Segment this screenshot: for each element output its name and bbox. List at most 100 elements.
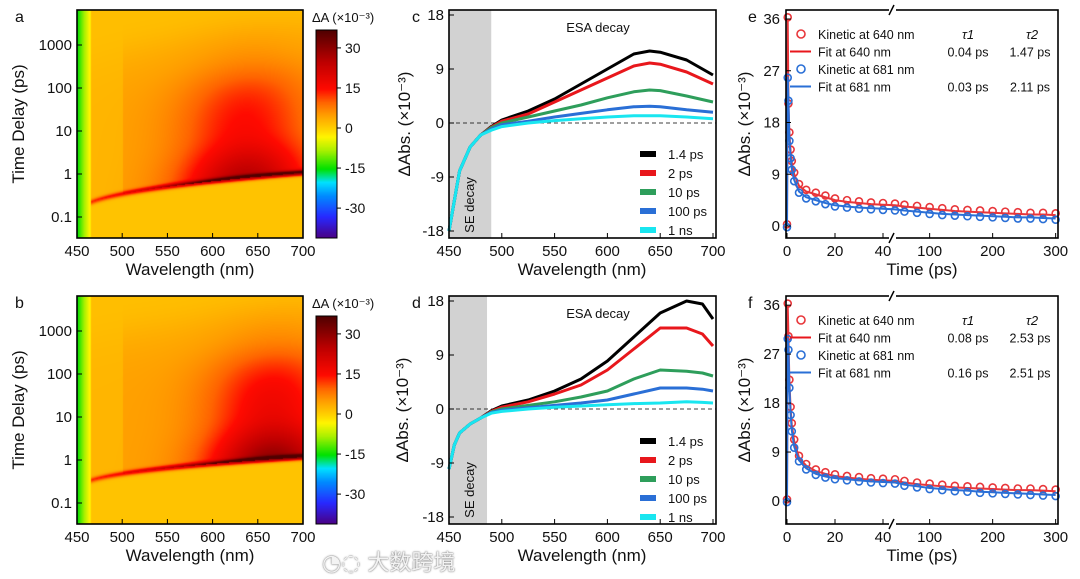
colorbar-a	[316, 30, 337, 238]
esa-annotation: ESA decay	[566, 20, 630, 35]
data-point	[783, 334, 793, 344]
colorbar-label: ΔA (×10⁻³)	[312, 296, 374, 311]
data-point	[789, 443, 799, 452]
data-point	[925, 209, 934, 219]
y-tick-label: 9	[436, 61, 444, 78]
axis-break-gap	[889, 520, 896, 528]
data-point	[783, 12, 793, 22]
tau2-header: τ2	[1026, 313, 1039, 328]
y-tick-label: 1000	[39, 323, 72, 340]
y-tick-label: 1000	[39, 37, 72, 54]
heatmap-frame	[76, 295, 304, 525]
data-point	[866, 205, 876, 214]
axis-break-gap	[889, 6, 896, 14]
data-point	[854, 204, 864, 214]
data-point	[789, 176, 799, 186]
x-tick-label: 300	[1043, 243, 1068, 260]
y-tick-label: -18	[422, 509, 444, 526]
axis-break-mark	[888, 290, 895, 302]
y-tick-label: 18	[763, 395, 780, 412]
y-tick-label: 0.1	[51, 209, 72, 226]
x-axis-label: Time (ps)	[886, 260, 957, 279]
colorbar-b	[316, 316, 337, 524]
y-tick-label: 10	[55, 123, 72, 140]
se-region	[449, 296, 488, 524]
data-point	[801, 185, 811, 195]
tau2-value: 1.47 ps	[1009, 46, 1050, 60]
y-tick-label: 9	[436, 347, 444, 364]
data-point	[975, 488, 985, 498]
x-tick-label: 20	[827, 529, 844, 546]
data-point	[782, 497, 792, 507]
data-point	[811, 470, 821, 480]
colorbar-tick-label: -15	[345, 160, 365, 176]
legend-label: 10 ps	[668, 472, 700, 487]
data-point	[821, 191, 830, 200]
data-point	[1013, 490, 1023, 499]
axis-break-mark	[888, 4, 895, 16]
data-point	[1026, 208, 1035, 218]
se-annotation: SE decay	[462, 177, 477, 233]
x-tick-label: 650	[648, 529, 673, 546]
legend-label: Fit at 681 nm	[818, 367, 891, 381]
y-tick-label: 36	[763, 297, 780, 314]
data-point	[1013, 214, 1023, 223]
y-axis-label: Time Delay (ps)	[9, 64, 28, 183]
data-point	[801, 194, 811, 203]
data-point	[821, 199, 830, 209]
x-tick-label: 600	[595, 243, 620, 260]
x-tick-label: 450	[64, 243, 89, 260]
colorbar-frame	[315, 315, 338, 525]
data-point	[854, 477, 864, 486]
x-tick-label: 600	[200, 243, 225, 260]
legend-label: Fit at 681 nm	[818, 81, 891, 95]
y-tick-label: 1	[64, 452, 72, 469]
y-tick-label: 0	[436, 401, 444, 418]
data-point	[925, 484, 934, 494]
y-tick-label: 0	[436, 115, 444, 132]
data-point	[794, 456, 804, 466]
data-point	[830, 474, 840, 484]
legend-label: 2 ps	[668, 166, 693, 181]
legend-label: Kinetic at 681 nm	[818, 63, 915, 77]
data-point	[937, 210, 947, 220]
legend-label: Fit at 640 nm	[818, 332, 891, 346]
tau1-header: τ1	[962, 27, 974, 42]
heatmap-b-canvas	[77, 296, 303, 524]
legend-label: 100 ps	[668, 491, 708, 506]
data-point	[801, 465, 811, 474]
axis-break-gap	[889, 234, 896, 242]
se-region	[449, 10, 492, 238]
x-tick-label: 500	[489, 243, 514, 260]
y-tick-label: 10	[55, 409, 72, 426]
x-tick-label: 0	[783, 529, 791, 546]
y-tick-label: 36	[763, 11, 780, 28]
x-tick-label: 300	[1043, 529, 1068, 546]
panel-label-f: f	[748, 295, 753, 312]
data-point	[950, 211, 960, 220]
x-tick-label: 650	[245, 529, 270, 546]
data-point	[878, 205, 888, 215]
data-point	[900, 481, 909, 491]
x-tick-label: 0	[783, 243, 791, 260]
tau1-value: 0.04 ps	[947, 46, 988, 60]
x-axis-label: Wavelength (nm)	[518, 260, 647, 279]
tau1-value: 0.08 ps	[947, 332, 988, 346]
data-point	[937, 485, 947, 495]
y-tick-label: -9	[431, 455, 444, 472]
x-tick-label: 500	[489, 529, 514, 546]
fit-line-681nm	[786, 76, 1056, 227]
x-tick-label: 550	[542, 243, 567, 260]
legend-label: Kinetic at 681 nm	[818, 349, 915, 363]
x-axis-label: Wavelength (nm)	[126, 260, 255, 279]
x-tick-label: 700	[290, 243, 315, 260]
data-point	[1000, 213, 1010, 223]
tau2-header: τ2	[1026, 27, 1039, 42]
x-axis-label: Wavelength (nm)	[518, 546, 647, 565]
y-axis-label: ΔAbs. (×10⁻³)	[735, 358, 754, 463]
y-tick-label: 100	[47, 80, 72, 97]
kinetics-frame	[785, 9, 1059, 239]
x-tick-label: 450	[436, 529, 461, 546]
